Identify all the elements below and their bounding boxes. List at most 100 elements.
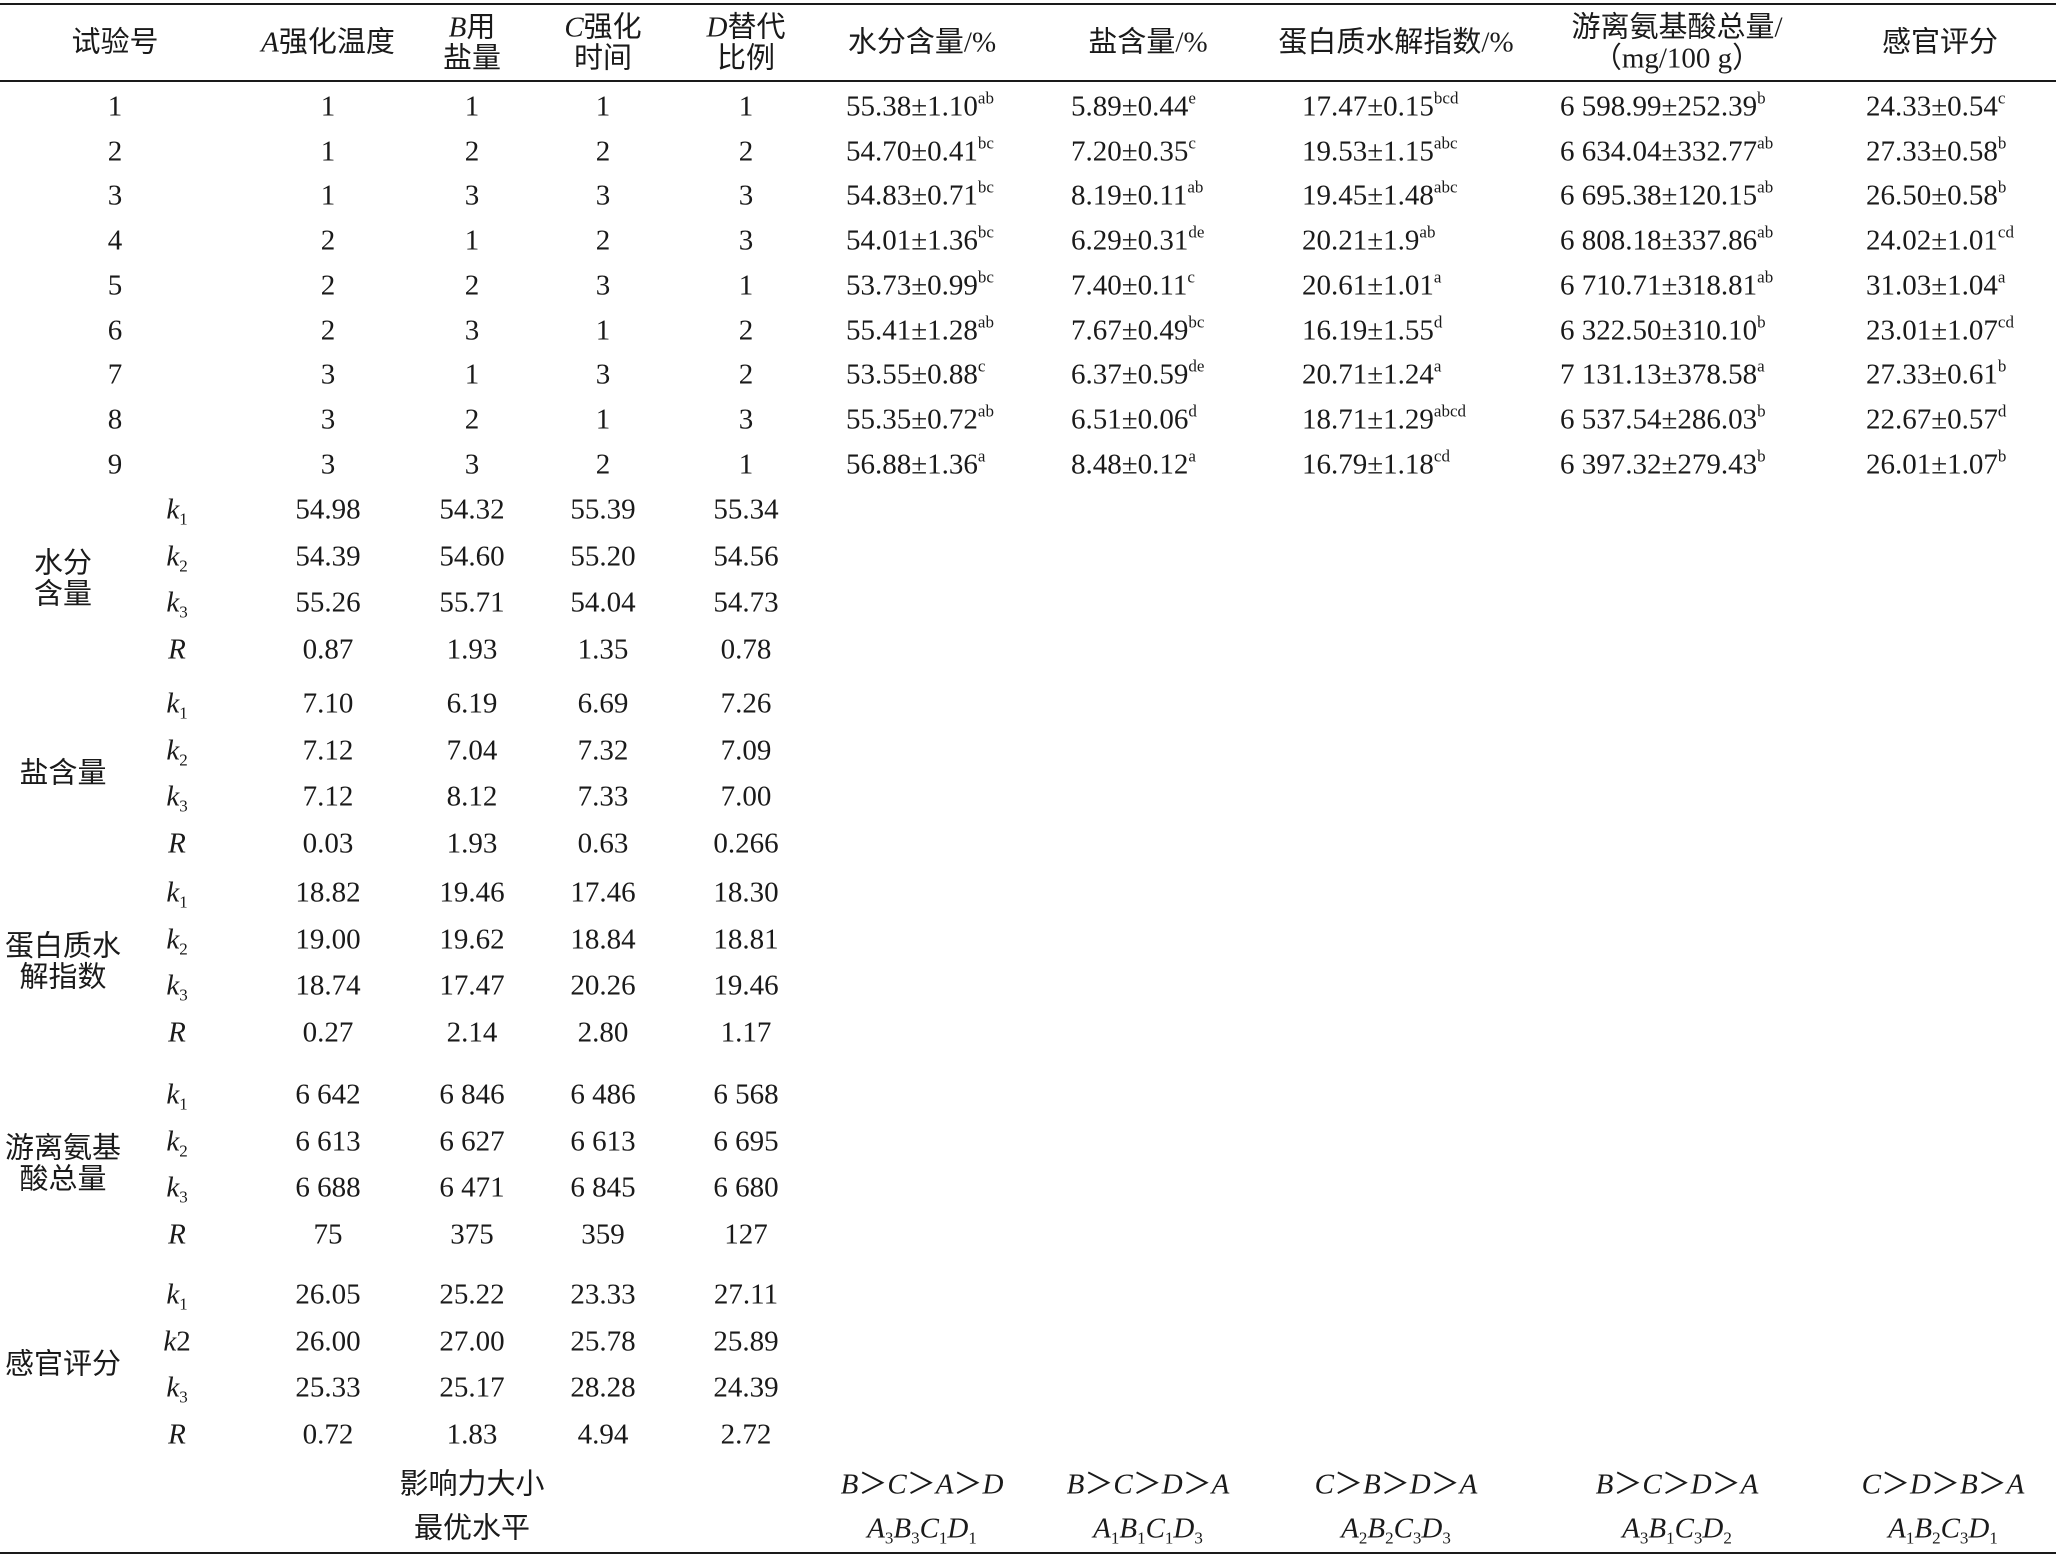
range-value: 0.87 <box>302 633 354 665</box>
significance-letters: b <box>1997 356 2007 376</box>
significance-letters: d <box>1997 401 2007 421</box>
header-cell: 时间 <box>573 42 633 74</box>
result-value: 17.47±0.15 <box>1302 90 1434 123</box>
subscript: 2 <box>1358 1528 1368 1548</box>
range-value: 2.72 <box>720 1418 772 1450</box>
result-value: 20.21±1.9 <box>1302 224 1420 257</box>
subscript: 3 <box>179 985 188 1005</box>
row-label: k2 <box>166 736 187 769</box>
footer-value: C＞B＞D＞A <box>1314 1468 1478 1501</box>
significance-letters: d <box>1433 312 1443 331</box>
footer-label: 最优水平 <box>413 1512 531 1545</box>
subscript: 3 <box>911 1528 920 1548</box>
range-value: 0.03 <box>302 827 354 859</box>
result-value: 18.71±1.29 <box>1302 403 1434 436</box>
subscript: 3 <box>884 1528 894 1548</box>
footer-value: A3B1C3D2 <box>1622 1514 1732 1547</box>
row-label: k1 <box>166 878 187 911</box>
range-value: 19.00 <box>295 923 361 955</box>
range-value: 17.47 <box>439 969 505 1002</box>
result-cell: 6 322.50±310.10b <box>1560 313 1766 345</box>
result-cell: 53.73±0.99bc <box>846 268 994 300</box>
range-value: 6.69 <box>577 687 629 720</box>
level-cell: 1 <box>595 314 611 346</box>
range-value: 54.39 <box>295 540 361 572</box>
italic-letter: k <box>166 687 180 720</box>
italic-letter: D <box>982 1468 1004 1501</box>
significance-letters: ab <box>977 312 994 331</box>
result-cell: 20.21±1.9ab <box>1302 224 1435 257</box>
italic-letter: A <box>935 1468 954 1501</box>
italic-letter: R <box>168 1016 186 1048</box>
range-value: 7.04 <box>446 734 498 766</box>
result-cell: 5.89±0.44e <box>1071 90 1196 122</box>
trial-number: 9 <box>107 448 123 481</box>
italic-letter: B <box>1367 1512 1386 1545</box>
significance-letters: abc <box>1433 133 1458 153</box>
range-value: 75 <box>313 1218 343 1250</box>
italic-letter: k <box>166 780 180 813</box>
group-label: 游离氨基 <box>4 1132 122 1165</box>
italic-letter: k <box>166 1278 180 1311</box>
result-cell: 6 695.38±120.15ab <box>1560 179 1773 211</box>
trial-number: 2 <box>107 135 123 168</box>
subscript: 1 <box>1905 1528 1915 1548</box>
header-cell: 盐量 <box>442 42 502 74</box>
row-label: k2 <box>166 1125 187 1160</box>
subscript: 1 <box>1164 1528 1174 1548</box>
significance-letters: bc <box>1188 312 1205 331</box>
result-cell: 27.33±0.58b <box>1866 134 2006 166</box>
level-cell: 3 <box>738 179 754 212</box>
row-label: k3 <box>166 780 187 815</box>
result-cell: 7.40±0.11c <box>1071 268 1195 300</box>
level-cell: 1 <box>738 90 754 123</box>
significance-letters: b <box>1757 446 1766 466</box>
level-cell: 2 <box>595 135 611 168</box>
significance-letters: ab <box>1757 177 1774 197</box>
italic-letter: k <box>166 1125 180 1157</box>
significance-letters: bc <box>977 133 994 153</box>
result-cell: 26.01±1.07b <box>1866 447 2006 479</box>
significance-letters: bc <box>977 267 994 287</box>
range-value: 55.71 <box>439 586 505 619</box>
italic-letter: B <box>1914 1512 1933 1545</box>
result-cell: 56.88±1.36a <box>846 447 985 479</box>
result-value: 6.51±0.06 <box>1071 403 1189 436</box>
trial-number: 8 <box>107 403 123 436</box>
result-value: 53.55±0.88 <box>846 358 978 391</box>
result-cell: 23.01±1.07cd <box>1866 313 2014 345</box>
result-cell: 24.33±0.54c <box>1866 90 2005 122</box>
italic-letter: D <box>1909 1468 1931 1501</box>
range-value: 23.33 <box>570 1278 636 1311</box>
footer-value: A1B2C3D1 <box>1888 1512 1998 1547</box>
significance-letters: bc <box>977 177 994 197</box>
row-label: k3 <box>166 1173 187 1206</box>
subscript: 3 <box>1194 1528 1203 1548</box>
italic-letter: D <box>706 11 728 43</box>
italic-letter: k <box>166 540 180 572</box>
range-value: 6 613 <box>295 1125 361 1157</box>
subscript: 1 <box>179 703 188 723</box>
trial-number: 4 <box>107 224 123 257</box>
italic-letter: C <box>1940 1512 1960 1545</box>
result-cell: 7.67±0.49bc <box>1071 313 1204 345</box>
range-value: 8.12 <box>446 780 498 813</box>
level-cell: 1 <box>738 448 754 481</box>
range-value: 24.39 <box>713 1371 779 1404</box>
result-cell: 6.51±0.06d <box>1071 402 1197 436</box>
result-cell: 17.47±0.15bcd <box>1302 90 1458 123</box>
italic-letter: C <box>887 1468 907 1501</box>
row-label: k2 <box>166 925 187 958</box>
result-cell: 8.48±0.12a <box>1071 447 1196 479</box>
range-value: 54.04 <box>570 586 636 619</box>
significance-letters: abc <box>1433 177 1458 197</box>
italic-letter: C <box>1861 1468 1881 1501</box>
header-cell: 蛋白质水解指数/% <box>1278 26 1514 59</box>
range-value: 19.62 <box>439 923 505 955</box>
result-value: 6 598.99±252.39 <box>1560 90 1758 123</box>
italic-letter: D <box>947 1512 969 1545</box>
header-cell: （mg/100 g） <box>1592 42 1762 74</box>
italic-letter: D <box>1421 1512 1443 1545</box>
trial-number: 7 <box>107 358 123 391</box>
